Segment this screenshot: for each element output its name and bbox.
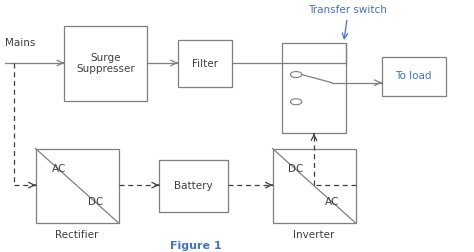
Text: Figure 1: Figure 1 [170,241,221,250]
Bar [273,149,356,223]
Text: Battery: Battery [174,181,212,191]
Bar [64,26,147,101]
Text: Filter: Filter [192,59,218,69]
Text: AC: AC [52,164,66,174]
Bar [178,40,232,87]
Text: To load: To load [395,71,432,81]
Bar [159,160,228,212]
Text: Inverter: Inverter [293,231,335,240]
Text: Mains: Mains [5,38,35,48]
Bar [36,149,118,223]
Bar [282,43,346,134]
Bar [382,57,446,96]
Text: Transfer switch: Transfer switch [308,5,387,15]
Text: DC: DC [288,164,303,174]
Text: Surge
Suppresser: Surge Suppresser [76,53,135,74]
Text: DC: DC [88,197,103,207]
Text: AC: AC [325,197,339,207]
Text: Rectifier: Rectifier [55,231,99,240]
